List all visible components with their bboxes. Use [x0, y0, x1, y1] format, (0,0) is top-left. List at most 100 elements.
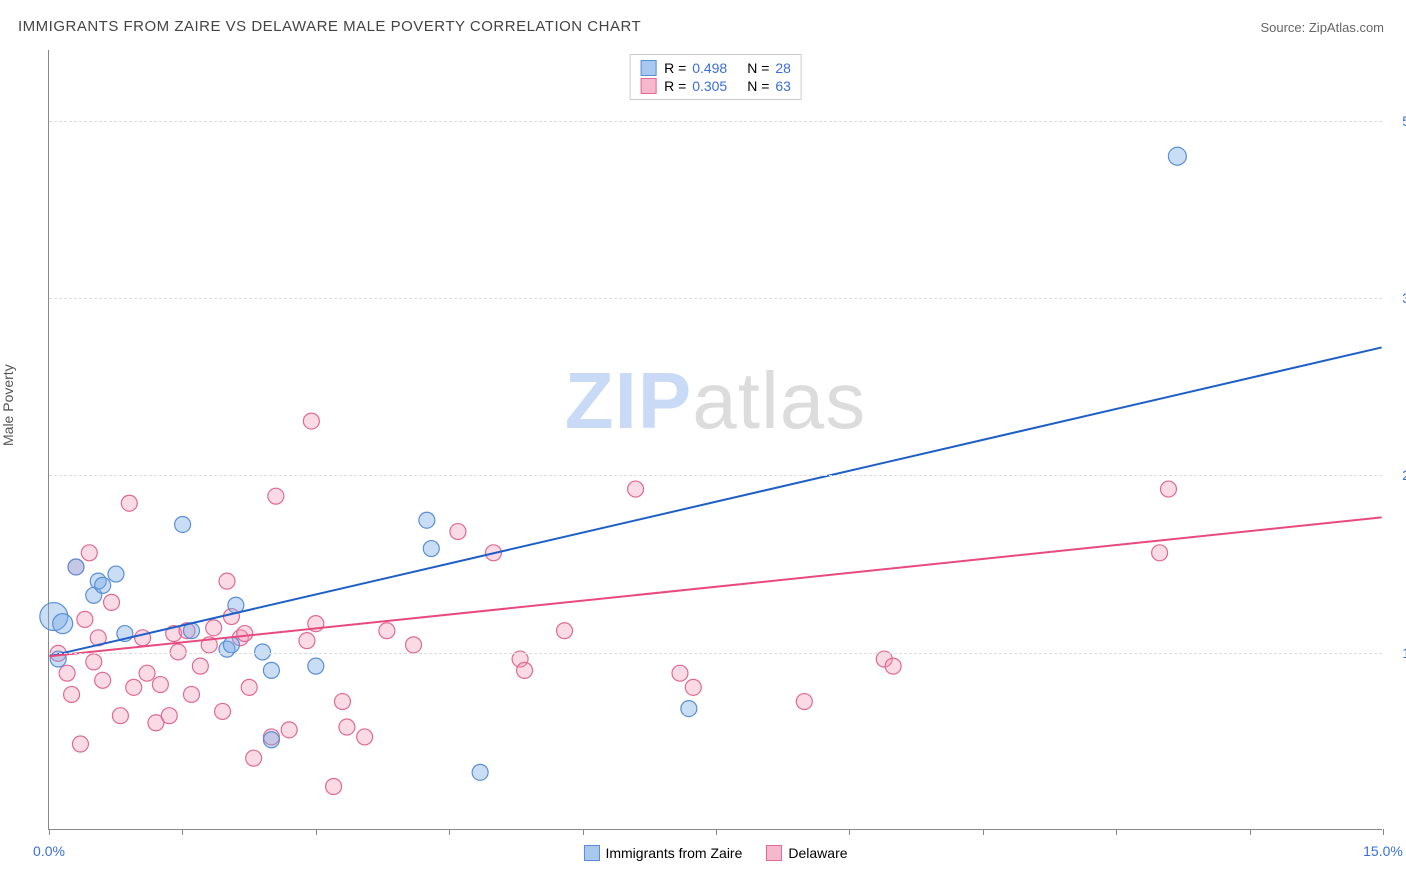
x-tick-label: 15.0% [1363, 843, 1403, 859]
data-point [192, 658, 208, 674]
data-point [139, 665, 155, 681]
data-point [628, 481, 644, 497]
legend-n-label: N = 28 [747, 60, 791, 76]
data-point [183, 686, 199, 702]
gridline [49, 653, 1382, 654]
x-tick [316, 829, 317, 835]
data-point [86, 654, 102, 670]
legend-n-label: N = 63 [747, 78, 791, 94]
data-point [557, 623, 573, 639]
x-tick [849, 829, 850, 835]
legend-row: R = 0.305 N = 63 [640, 77, 791, 95]
legend-swatch [583, 845, 599, 861]
data-point [112, 708, 128, 724]
data-point [77, 611, 93, 627]
data-point [68, 559, 84, 575]
data-point [1168, 147, 1186, 165]
data-point [308, 658, 324, 674]
gridline [49, 298, 1382, 299]
y-tick-label: 25.0% [1402, 467, 1406, 483]
x-tick [449, 829, 450, 835]
gridline [49, 121, 1382, 122]
data-point [303, 413, 319, 429]
y-tick-label: 12.5% [1402, 645, 1406, 661]
data-point [135, 630, 151, 646]
data-point [1160, 481, 1176, 497]
data-point [81, 545, 97, 561]
data-point [1152, 545, 1168, 561]
chart-title: IMMIGRANTS FROM ZAIRE VS DELAWARE MALE P… [18, 18, 641, 35]
data-point [423, 541, 439, 557]
data-point [299, 633, 315, 649]
data-point [419, 512, 435, 528]
data-point [357, 729, 373, 745]
data-point [472, 764, 488, 780]
y-tick-label: 50.0% [1402, 113, 1406, 129]
data-point [517, 662, 533, 678]
data-point [241, 679, 257, 695]
data-point [175, 516, 191, 532]
gridline [49, 475, 1382, 476]
scatter-svg [49, 50, 1382, 829]
y-tick-label: 37.5% [1402, 290, 1406, 306]
data-point [263, 732, 279, 748]
data-point [59, 665, 75, 681]
x-tick [1250, 829, 1251, 835]
data-point [121, 495, 137, 511]
legend-r-label: R = 0.305 [664, 78, 727, 94]
data-point [126, 679, 142, 695]
x-tick [1383, 829, 1384, 835]
data-point [334, 694, 350, 710]
data-point [681, 701, 697, 717]
x-tick [716, 829, 717, 835]
trend-line [49, 347, 1381, 656]
legend-swatch [640, 60, 656, 76]
data-point [450, 524, 466, 540]
source-attribution: Source: ZipAtlas.com [1260, 20, 1384, 35]
data-point [263, 662, 279, 678]
x-tick [49, 829, 50, 835]
data-point [223, 637, 239, 653]
series-legend: Immigrants from Zaire Delaware [583, 845, 847, 861]
correlation-legend: R = 0.498 N = 28 R = 0.305 N = 63 [629, 54, 802, 100]
trend-line [49, 517, 1381, 656]
legend-swatch [766, 845, 782, 861]
data-point [672, 665, 688, 681]
legend-label: Immigrants from Zaire [605, 845, 742, 861]
data-point [246, 750, 262, 766]
data-point [379, 623, 395, 639]
x-tick [182, 829, 183, 835]
data-point [104, 594, 120, 610]
data-point [685, 679, 701, 695]
data-point [64, 686, 80, 702]
x-tick-label: 0.0% [33, 843, 65, 859]
data-point [219, 573, 235, 589]
data-point [215, 703, 231, 719]
data-point [95, 577, 111, 593]
legend-item: Immigrants from Zaire [583, 845, 742, 861]
legend-label: Delaware [788, 845, 847, 861]
chart-plot-area: ZIPatlas R = 0.498N = 28R = 0.305N = 63 … [48, 50, 1382, 830]
data-point [161, 708, 177, 724]
data-point [237, 626, 253, 642]
legend-r-label: R = 0.498 [664, 60, 727, 76]
data-point [326, 779, 342, 795]
data-point [53, 614, 73, 634]
data-point [406, 637, 422, 653]
legend-swatch [640, 78, 656, 94]
y-axis-label: Male Poverty [0, 364, 16, 446]
data-point [108, 566, 124, 582]
data-point [95, 672, 111, 688]
data-point [796, 694, 812, 710]
data-point [206, 620, 222, 636]
data-point [152, 677, 168, 693]
legend-row: R = 0.498 N = 28 [640, 59, 791, 77]
data-point [339, 719, 355, 735]
data-point [72, 736, 88, 752]
x-tick [983, 829, 984, 835]
x-tick [1116, 829, 1117, 835]
data-point [281, 722, 297, 738]
x-tick [583, 829, 584, 835]
data-point [268, 488, 284, 504]
legend-item: Delaware [766, 845, 847, 861]
